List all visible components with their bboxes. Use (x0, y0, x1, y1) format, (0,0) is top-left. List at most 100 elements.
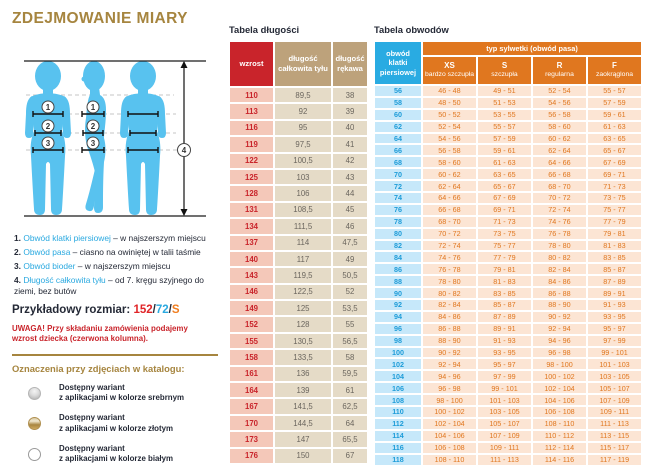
table-cell: 45 (333, 202, 367, 218)
table-row: 84 74 - 76 77 - 79 80 - 82 83 - 85 (375, 252, 641, 263)
legend-item-white: Dostępny wariant z aplikacjami w kolorze… (12, 444, 226, 465)
table-cell: 71 - 73 (588, 181, 641, 192)
col-header-r: R regularna (533, 57, 586, 84)
table-row: 170 144,5 64 (230, 415, 367, 431)
table-cell: 66 - 68 (533, 169, 586, 180)
table-cell: 112 (375, 418, 421, 429)
table-cell: 61 (333, 383, 367, 398)
table-cell: 61 - 63 (588, 121, 641, 132)
table-cell: 80 - 82 (423, 288, 476, 299)
table-row: 149 125 53,5 (230, 301, 367, 316)
table-cell: 104 - 106 (533, 395, 586, 406)
legend-line: Dostępny wariant (59, 382, 125, 392)
table-cell: 150 (275, 448, 331, 463)
col-header-figure-type-span: typ sylwetki (obwód pasa) (423, 42, 641, 55)
table-cell: 82 (375, 240, 421, 251)
table-row: 108 98 - 100 101 - 103 104 - 106 107 - 109 (375, 395, 641, 406)
table-cell: 118 (375, 454, 421, 465)
table-row: 114 104 - 106 107 - 109 110 - 112 113 - 115 (375, 430, 641, 441)
table-row: 161 136 59,5 (230, 366, 367, 382)
table-cell: 105 - 107 (478, 418, 531, 429)
table-cell: 112 - 114 (533, 442, 586, 453)
table-cell: 116 (375, 442, 421, 453)
table-row: 72 62 - 64 65 - 67 68 - 70 71 - 73 (375, 181, 641, 192)
table-cell: 58 (333, 350, 367, 365)
table-cell: 55 - 57 (588, 86, 641, 96)
table-cell: 139 (275, 383, 331, 398)
table-cell: 106 (275, 186, 331, 201)
table-cell: 66 - 68 (423, 204, 476, 215)
length-table-section: Tabela długości wzrost długość całkowita… (228, 24, 369, 465)
table-cell: 91 - 93 (588, 300, 641, 310)
table-row: 131 108,5 45 (230, 202, 367, 218)
table-cell: 176 (230, 448, 273, 463)
table-cell: 105 - 107 (588, 383, 641, 394)
table-cell: 108 - 110 (423, 454, 476, 465)
table-cell: 96 - 98 (423, 383, 476, 394)
example-size-label: Przykładowy rozmiar: (12, 303, 134, 316)
table-cell: 101 - 103 (478, 395, 531, 406)
table-cell: 122,5 (275, 284, 331, 300)
table-cell: 114 - 116 (533, 454, 586, 465)
table-cell: 111 - 113 (588, 418, 641, 429)
table-cell: 128 (275, 317, 331, 332)
marker-4: 4 (182, 146, 187, 155)
table-cell: 92 (375, 300, 421, 310)
table-cell: 59 - 61 (588, 109, 641, 120)
girth-table-title: Tabela obwodów (374, 24, 449, 35)
table-cell: 76 - 78 (423, 264, 476, 275)
marker-1-side: 1 (91, 103, 96, 112)
table-cell: 83 - 85 (588, 252, 641, 263)
table-cell: 100,5 (275, 153, 331, 168)
table-cell: 49 - 51 (478, 86, 531, 96)
table-row: 70 60 - 62 63 - 65 66 - 68 69 - 71 (375, 169, 641, 180)
table-cell: 40 (333, 120, 367, 136)
table-cell: 73 - 75 (588, 193, 641, 203)
table-cell: 70 - 72 (423, 228, 476, 239)
table-cell: 130,5 (275, 333, 331, 349)
table-cell: 119 (230, 137, 273, 152)
table-cell: 106 (375, 383, 421, 394)
table-cell: 86 (375, 264, 421, 275)
table-row: 113 92 39 (230, 104, 367, 119)
table-row: 98 88 - 90 91 - 93 94 - 96 97 - 99 (375, 335, 641, 346)
table-row: 134 111,5 46 (230, 219, 367, 234)
table-cell: 56 - 58 (423, 145, 476, 156)
table-cell: 89 - 91 (588, 288, 641, 299)
table-cell: 101 - 103 (588, 359, 641, 370)
marker-2-side: 2 (91, 122, 96, 131)
table-cell: 68 - 70 (533, 181, 586, 192)
legend-item-gold: Dostępny wariant z aplikacjami w kolorze… (12, 413, 226, 434)
table-cell: 62 (375, 121, 421, 132)
table-cell: 90 - 92 (533, 311, 586, 322)
table-cell: 155 (230, 333, 273, 349)
table-cell: 99 - 101 (478, 383, 531, 394)
table-cell: 93 - 95 (478, 347, 531, 358)
table-cell: 75 - 77 (478, 240, 531, 251)
table-row: 125 103 43 (230, 169, 367, 185)
col-header-sleeve-length: długość rękawa (333, 42, 367, 86)
table-cell: 49 (333, 251, 367, 267)
table-row: 104 94 - 96 97 - 99 100 - 102 103 - 105 (375, 371, 641, 382)
arrow-up-icon (180, 61, 188, 68)
table-cell: 50 - 52 (423, 109, 476, 120)
table-cell: 79 - 81 (478, 264, 531, 275)
table-cell: 111,5 (275, 219, 331, 234)
table-cell: 109 - 111 (588, 407, 641, 417)
order-warning-note: UWAGA! Przy składaniu zamówienia podajem… (12, 323, 188, 344)
table-cell: 67 - 69 (478, 193, 531, 203)
table-row: 118 108 - 110 111 - 113 114 - 116 117 - 119 (375, 454, 641, 465)
table-cell: 38 (333, 88, 367, 103)
table-cell: 44 (333, 186, 367, 201)
table-cell: 41 (333, 137, 367, 152)
table-row: 112 102 - 104 105 - 107 108 - 110 111 - 113 (375, 418, 641, 429)
gold-divider (12, 353, 218, 356)
table-cell: 66 (375, 145, 421, 156)
left-panel: ZDEJMOWANIE MIARY (12, 6, 226, 475)
col-header-s: S szczupła (478, 57, 531, 84)
table-cell: 56,5 (333, 333, 367, 349)
table-cell: 80 - 82 (533, 252, 586, 263)
col-header-height: wzrost (230, 42, 273, 86)
table-row: 88 78 - 80 81 - 83 84 - 86 87 - 89 (375, 276, 641, 287)
table-cell: 117 - 119 (588, 454, 641, 465)
